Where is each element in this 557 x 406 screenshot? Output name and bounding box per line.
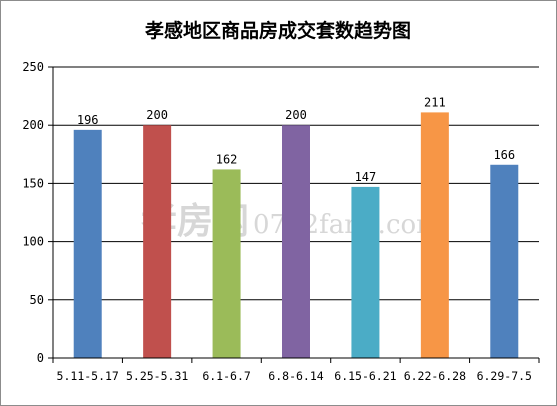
axes bbox=[48, 66, 540, 363]
x-tick-label: 6.15-6.21 bbox=[334, 369, 396, 383]
x-tick-label: 5.11-5.17 bbox=[57, 369, 119, 383]
watermark-url-text: 0712fang.com bbox=[253, 210, 441, 240]
bar-7 bbox=[490, 164, 519, 358]
data-labels: 196 200 162 200 147 211 166 bbox=[77, 95, 515, 183]
bar-3 bbox=[212, 169, 241, 358]
data-label: 147 bbox=[355, 170, 377, 184]
y-tick-label: 100 bbox=[22, 235, 44, 249]
data-label: 166 bbox=[493, 148, 515, 162]
bar-2 bbox=[143, 125, 172, 358]
data-label: 211 bbox=[424, 95, 446, 109]
bar-1 bbox=[73, 129, 102, 358]
x-tick-label: 6.22-6.28 bbox=[404, 369, 466, 383]
data-label: 196 bbox=[77, 113, 99, 127]
x-tick-label: 6.1-6.7 bbox=[202, 369, 251, 383]
y-tick-label: 0 bbox=[37, 351, 44, 365]
x-tick-labels: 5.11-5.17 5.25-5.31 6.1-6.7 6.8-6.14 6.15-6.… bbox=[57, 369, 532, 383]
x-tick-label: 5.25-5.31 bbox=[126, 369, 188, 383]
y-tick-label: 150 bbox=[22, 176, 44, 190]
y-tick-labels: 0 50 100 150 200 250 bbox=[22, 60, 44, 365]
chart-title: 孝感地区商品房成交套数趋势图 bbox=[145, 19, 411, 42]
y-tick-label: 200 bbox=[22, 118, 44, 132]
bar-6 bbox=[420, 112, 449, 359]
x-tick-label: 6.8-6.14 bbox=[268, 369, 323, 383]
data-label: 200 bbox=[146, 108, 168, 122]
y-tick-label: 50 bbox=[30, 293, 44, 307]
y-tick-label: 250 bbox=[22, 60, 44, 74]
data-label: 162 bbox=[216, 152, 238, 166]
bars bbox=[73, 112, 519, 359]
data-label: 200 bbox=[285, 108, 307, 122]
bar-4 bbox=[282, 125, 310, 358]
x-tick-label: 6.29-7.5 bbox=[477, 369, 532, 383]
bar-5 bbox=[351, 186, 380, 358]
